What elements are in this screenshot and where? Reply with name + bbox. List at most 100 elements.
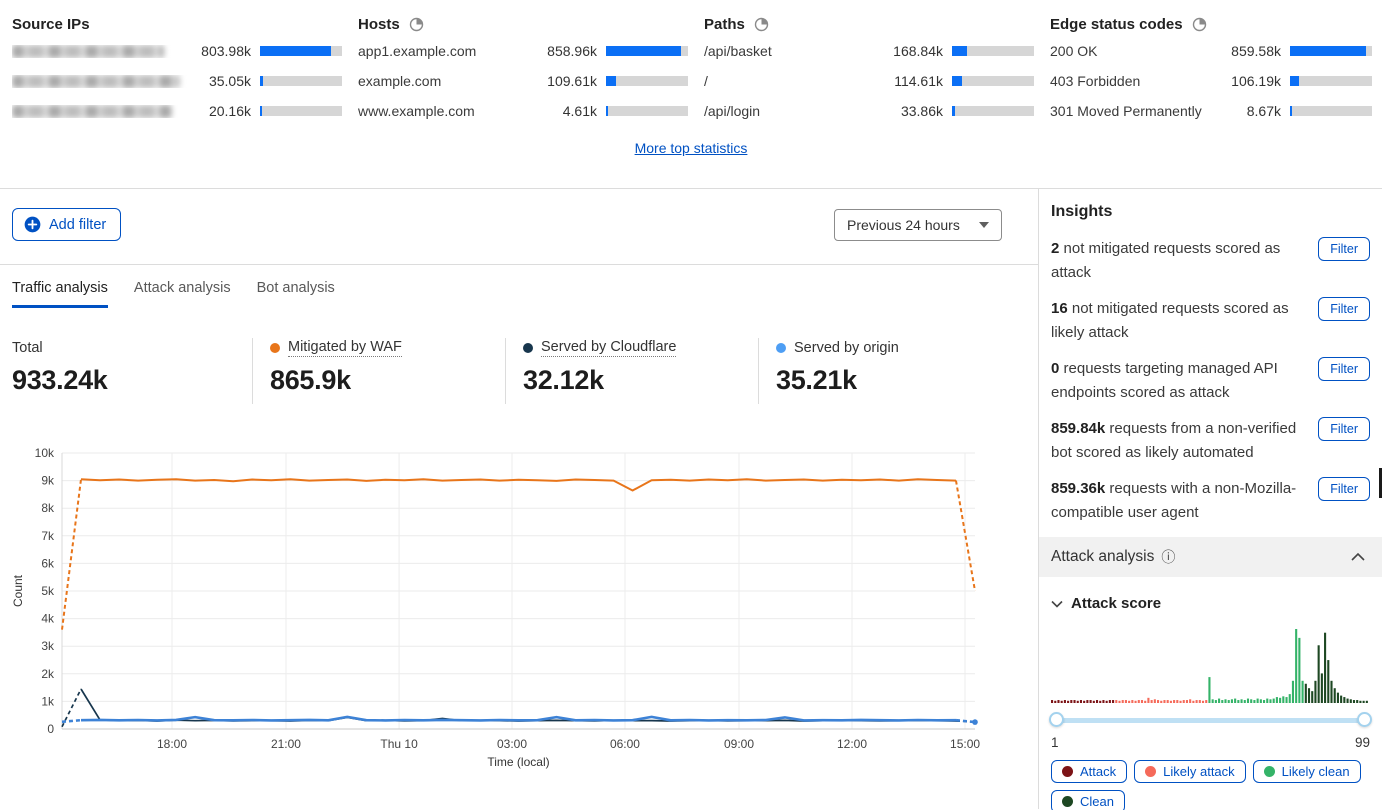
svg-text:18:00: 18:00 [157,737,187,751]
top-stat-value: 35.05k [208,73,251,89]
top-stat-column: Edge status codes 200 OK 859.58k 403 For… [1050,12,1372,126]
insight-filter-button[interactable]: Filter [1318,477,1370,501]
summary-label: Mitigated by WAF [288,339,402,357]
slider-handle-min[interactable] [1049,712,1064,727]
top-stat-value: 33.86k [900,103,943,119]
top-stat-header: Source IPs [12,12,342,36]
attack-score-range-slider[interactable] [1049,712,1372,728]
top-stat-row[interactable]: www.example.com 4.61k [358,96,688,126]
top-stat-header: Hosts [358,12,688,36]
summary-value: 865.9k [270,365,351,395]
insight-text: 16 not mitigated requests scored as like… [1051,300,1289,341]
top-stat-row[interactable]: 301 Moved Permanently 8.67k [1050,96,1372,126]
series-color-dot [270,343,280,353]
summary-value: 35.21k [776,365,857,395]
top-stat-label [12,44,189,58]
score-legend-button[interactable]: Likely attack [1134,760,1246,783]
summary-label: Served by Cloudflare [541,339,677,357]
tab-bot-analysis[interactable]: Bot analysis [256,280,335,296]
top-stat-title: Source IPs [12,15,90,33]
top-stat-value: 803.98k [201,43,251,59]
chevron-up-icon[interactable] [1350,552,1366,562]
add-filter-button[interactable]: Add filter [12,208,122,241]
svg-text:03:00: 03:00 [497,737,527,751]
top-stat-bar [1290,46,1372,56]
summary-label: Total [12,340,43,356]
pie-chart-icon[interactable] [754,17,769,32]
svg-text:9k: 9k [41,474,55,488]
top-stat-bar-fill [606,46,682,56]
tab-attack-analysis[interactable]: Attack analysis [133,280,231,296]
more-top-statistics-link[interactable]: More top statistics [634,140,748,156]
score-legend-button[interactable]: Attack [1051,760,1128,783]
summary-label: Served by origin [794,340,899,356]
summary-block: Mitigated by WAF 865.9k [252,338,505,404]
score-legend-button[interactable]: Likely clean [1252,760,1361,783]
redacted-source-ip [12,104,172,118]
svg-text:6k: 6k [41,556,55,570]
svg-text:Thu 10: Thu 10 [380,737,418,751]
attack-analysis-header[interactable]: Attack analysis ⓘ [1039,537,1382,577]
summary-block: Served by Cloudflare 32.12k [505,338,758,404]
attack-analysis-title: Attack analysis [1051,548,1155,565]
slider-track[interactable] [1053,718,1368,723]
top-stat-bar [1290,76,1372,86]
top-stat-header: Edge status codes [1050,12,1372,36]
top-stat-title: Paths [704,15,745,33]
top-stat-value: 858.96k [547,43,597,59]
top-stat-row[interactable]: 200 OK 859.58k [1050,36,1372,66]
top-stat-row[interactable]: 20.16k [12,96,342,126]
insight-item: 2 not mitigated requests scored as attac… [1051,237,1370,285]
attack-score-histogram [1051,629,1368,703]
top-stat-label: 200 OK [1050,43,1098,59]
top-stat-value: 8.67k [1246,103,1281,119]
top-stat-label: /api/login [704,103,761,119]
insight-filter-button[interactable]: Filter [1318,357,1370,381]
insight-filter-button[interactable]: Filter [1318,237,1370,261]
top-stat-row[interactable]: example.com 109.61k [358,66,688,96]
pie-chart-icon[interactable] [409,17,424,32]
legend-color-dot [1062,766,1073,777]
top-stat-bar-fill [260,106,262,116]
slider-handle-max[interactable] [1357,712,1372,727]
svg-text:0: 0 [47,722,54,736]
insight-filter-button[interactable]: Filter [1318,297,1370,321]
top-stat-row[interactable]: 803.98k [12,36,342,66]
info-icon[interactable]: ⓘ [1161,549,1176,565]
top-stat-row[interactable]: 403 Forbidden 106.19k [1050,66,1372,96]
top-stat-row[interactable]: /api/basket 168.84k [704,36,1034,66]
top-statistics-area: Source IPs 803.98k 35.05k 20.16k Hosts a… [0,0,1382,189]
insights-list: 2 not mitigated requests scored as attac… [1051,237,1370,525]
top-stat-bar [606,106,688,116]
summary-value: 32.12k [523,365,604,395]
top-stat-value: 20.16k [208,103,251,119]
pie-chart-icon[interactable] [1192,17,1207,32]
top-stat-label [12,104,189,118]
plus-circle-icon [24,216,41,233]
insight-item: 859.84k requests from a non-verified bot… [1051,417,1370,465]
scrollbar-thumb[interactable] [1379,468,1382,498]
slider-min-label: 1 [1051,735,1059,750]
top-stat-label: /api/basket [704,43,772,59]
top-stat-label: / [704,73,708,89]
attack-score-toggle[interactable]: Attack score [1051,595,1370,612]
svg-text:Time (local): Time (local) [487,755,549,769]
insights-title: Insights [1051,203,1113,220]
top-stat-bar-fill [952,106,955,116]
top-stat-row[interactable]: 35.05k [12,66,342,96]
svg-text:15:00: 15:00 [950,737,980,751]
tab-traffic-analysis[interactable]: Traffic analysis [12,280,108,308]
score-legend-button[interactable]: Clean [1051,790,1125,810]
top-stat-row[interactable]: /api/login 33.86k [704,96,1034,126]
svg-text:8k: 8k [41,501,55,515]
top-stat-bar [952,76,1034,86]
svg-text:4k: 4k [41,612,55,626]
time-range-select[interactable]: Previous 24 hours [834,208,1002,241]
top-stat-label: app1.example.com [358,43,477,59]
top-stat-value: 168.84k [893,43,943,59]
insight-filter-button[interactable]: Filter [1318,417,1370,441]
top-stat-row[interactable]: / 114.61k [704,66,1034,96]
attack-score-legend: Attack Likely attack Likely clean Clean [1051,760,1370,810]
svg-text:06:00: 06:00 [610,737,640,751]
top-stat-row[interactable]: app1.example.com 858.96k [358,36,688,66]
